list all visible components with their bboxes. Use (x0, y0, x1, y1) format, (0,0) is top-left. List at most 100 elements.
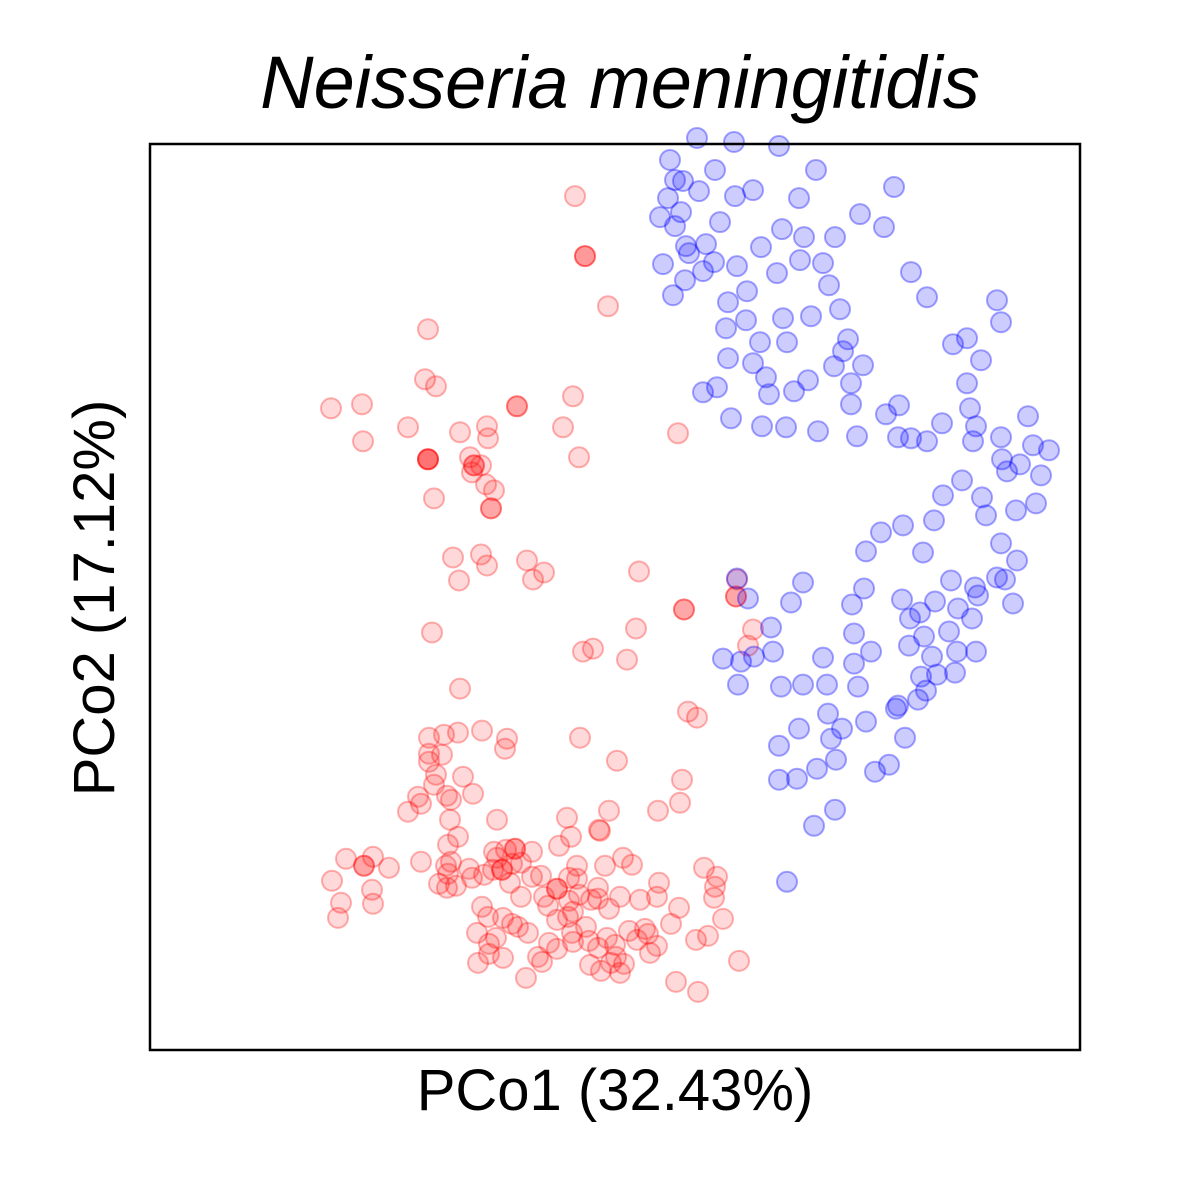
scatter-point-s0-50 (470, 454, 492, 477)
scatter-point-s0-39 (588, 818, 610, 841)
scatter-point-s1-99 (956, 327, 978, 350)
scatter-point-s1-104 (959, 397, 981, 420)
scatter-point-s1-82 (900, 427, 922, 450)
scatter-point-s1-72 (1005, 499, 1027, 522)
scatter-point-s1-60 (909, 601, 931, 624)
scatter-point-s0-157 (507, 915, 529, 938)
scatter-point-s1-19 (727, 673, 749, 696)
scatter-point-s1-24 (768, 768, 790, 791)
scatter-point-s0-99 (703, 886, 725, 909)
scatter-point-s1-112 (775, 416, 797, 439)
scatter-point-s0-152 (466, 921, 488, 944)
scatter-point-s1-16 (712, 647, 734, 670)
scatter-point-s0-79 (693, 856, 715, 879)
scatter-point-s0-168 (587, 936, 609, 959)
scatter-point-s0-53 (459, 446, 481, 469)
scatter-point-s1-21 (806, 757, 828, 780)
scatter-point-s1-96 (900, 261, 922, 284)
scatter-point-s0-173 (558, 889, 580, 912)
scatter-point-s1-7 (891, 588, 913, 611)
scatter-point-s1-122 (797, 369, 819, 392)
scatter-point-s1-67 (892, 514, 914, 537)
scatter-point-s0-74 (742, 618, 764, 641)
scatter-point-s1-55 (1002, 592, 1024, 615)
scatter-point-s1-78 (1038, 439, 1060, 462)
scatter-point-s1-124 (832, 340, 854, 363)
scatter-point-s1-141 (695, 233, 717, 256)
scatter-point-s1-131 (717, 291, 739, 314)
scatter-point-s0-156 (485, 926, 507, 949)
scatter-point-s0-82 (646, 885, 668, 908)
scatter-point-s1-56 (967, 584, 989, 607)
scatter-point-s0-181 (510, 885, 532, 908)
scatter-point-s1-132 (736, 280, 758, 303)
scatter-point-s1-9 (762, 640, 784, 663)
scatter-point-s1-36 (831, 717, 853, 740)
scatter-point-s0-71 (673, 598, 695, 621)
scatter-point-s1-32 (898, 634, 920, 657)
scatter-point-s1-113 (751, 415, 773, 438)
scatter-point-s1-26 (878, 753, 900, 776)
scatter-point-s1-45 (910, 665, 932, 688)
scatter-point-s0-65 (560, 825, 582, 848)
scatter-point-s1-6 (853, 577, 875, 600)
scatter-point-s0-52 (449, 421, 471, 444)
scatter-point-s0-113 (330, 891, 352, 914)
scatter-point-s1-43 (885, 697, 907, 720)
scatter-point-s0-6 (552, 416, 574, 439)
scatter-point-s0-97 (728, 949, 750, 972)
scatter-point-s1-138 (726, 255, 748, 278)
scatter-point-s0-40 (397, 416, 419, 439)
scatter-point-s1-150 (768, 135, 790, 157)
scatter-point-s0-179 (515, 966, 537, 989)
scatter-point-s0-159 (557, 905, 579, 928)
scatter-point-s0-118 (362, 845, 384, 868)
scatter-point-s0-114 (327, 906, 349, 929)
scatter-point-s1-30 (887, 694, 909, 717)
scatter-point-s0-91 (596, 926, 618, 949)
scatter-point-s1-151 (723, 131, 745, 153)
scatter-point-s0-135 (548, 834, 570, 857)
scatter-point-s0-104 (626, 928, 648, 951)
scatter-point-s1-12 (847, 675, 869, 698)
scatter-point-s0-78 (706, 865, 728, 888)
scatter-point-s0-161 (587, 887, 609, 910)
scatter-point-s0-87 (579, 953, 601, 976)
scatter-point-s0-0 (564, 185, 586, 208)
scatter-point-s0-32 (428, 872, 450, 895)
scatter-point-s0-25 (439, 808, 461, 831)
scatter-point-s0-128 (435, 854, 457, 877)
scatter-point-s0-142 (558, 866, 580, 889)
scatter-point-s0-111 (362, 892, 384, 915)
scatter-point-s1-114 (720, 407, 742, 430)
scatter-point-s1-33 (899, 607, 921, 630)
scatter-point-s0-38 (598, 799, 620, 822)
scatter-point-s1-118 (742, 352, 764, 375)
scatter-point-s1-5 (792, 571, 814, 594)
scatter-point-s1-68 (923, 509, 945, 532)
scatter-point-s1-93 (849, 203, 871, 226)
scatter-point-s1-94 (883, 176, 905, 198)
scatter-point-s1-1 (726, 567, 748, 590)
scatter-point-s1-152 (704, 159, 726, 181)
scatter-point-s0-57 (522, 568, 544, 591)
scatter-point-s1-155 (664, 169, 686, 191)
scatter-point-s0-158 (546, 937, 568, 960)
scatter-point-s1-46 (944, 661, 966, 684)
scatter-point-s0-175 (527, 945, 549, 968)
scatter-point-s1-8 (760, 616, 782, 639)
scatter-point-s0-147 (452, 765, 474, 788)
scatter-point-s0-143 (594, 854, 616, 877)
scatter-point-s0-70 (671, 768, 693, 791)
scatter-point-s1-54 (994, 568, 1016, 591)
scatter-point-s1-74 (1030, 464, 1052, 487)
scatter-point-s0-16 (421, 621, 443, 644)
scatter-point-s1-59 (913, 625, 935, 648)
scatter-point-s0-125 (471, 719, 493, 742)
scatter-point-s1-129 (735, 309, 757, 332)
scatter-point-s0-133 (504, 837, 526, 860)
scatter-point-s1-139 (703, 251, 725, 274)
scatter-point-s1-64 (855, 540, 877, 563)
scatter-point-s1-51 (990, 532, 1012, 555)
scatter-point-s0-75 (737, 634, 759, 657)
